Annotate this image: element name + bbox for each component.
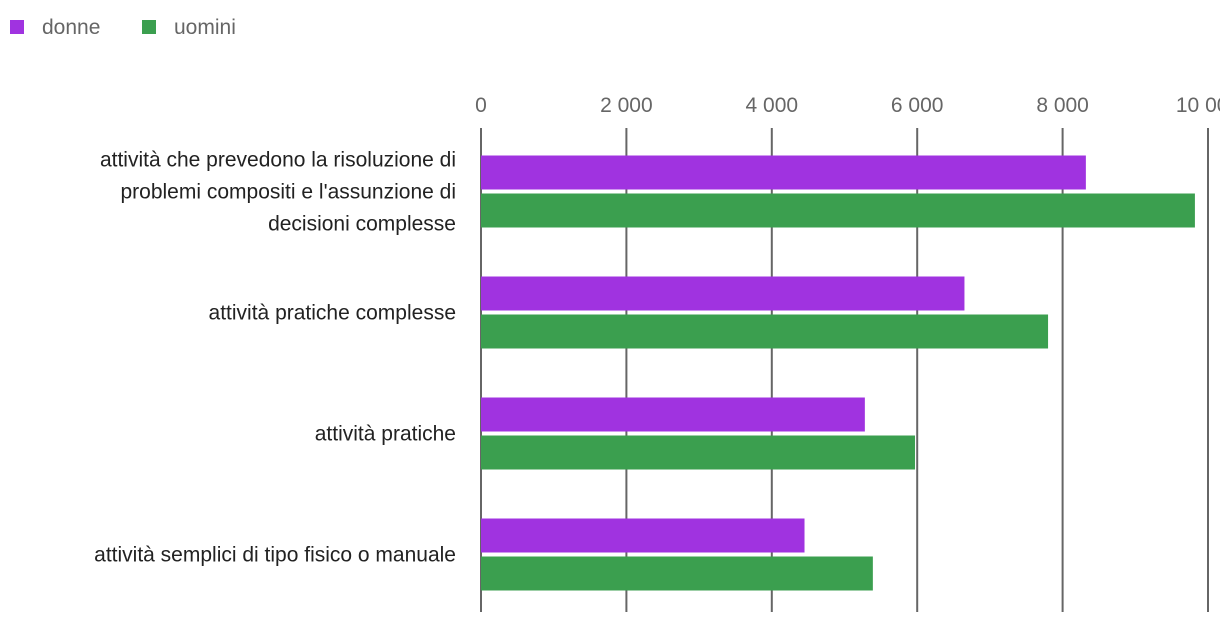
x-tick-label: 2 000	[600, 94, 653, 117]
legend-swatch	[10, 20, 24, 34]
x-axis-ticks: 0 2 000 4 000 6 000 8 000 10 000	[475, 94, 1220, 117]
category-label-line: problemi compositi e l'assunzione di	[120, 181, 456, 204]
x-tick-label: 8 000	[1036, 94, 1089, 117]
bars	[481, 155, 1195, 591]
category-labels: attività che prevedono la risoluzione di…	[94, 149, 456, 567]
legend-label: donne	[42, 16, 100, 39]
category-label-line: attività che prevedono la risoluzione di	[100, 149, 456, 172]
category-label-line: attività pratiche	[315, 423, 456, 446]
category-label-line: attività pratiche complesse	[209, 302, 456, 325]
category-label: attività semplici di tipo fisico o manua…	[94, 544, 456, 567]
bar-uomini	[481, 193, 1195, 228]
x-tick-label: 0	[475, 94, 487, 117]
bar-donne	[481, 397, 865, 432]
bar-donne	[481, 276, 965, 311]
legend: donne uomini	[10, 16, 236, 39]
legend-swatch	[142, 20, 156, 34]
category-label-line: attività semplici di tipo fisico o manua…	[94, 544, 456, 567]
category-label-line: decisioni complesse	[268, 213, 456, 236]
legend-item-uomini: uomini	[142, 16, 236, 39]
category-label: attività pratiche	[315, 423, 456, 446]
bar-uomini	[481, 556, 873, 591]
legend-label: uomini	[174, 16, 236, 39]
category-label: attività pratiche complesse	[209, 302, 456, 325]
x-tick-label: 4 000	[746, 94, 799, 117]
category-label: attività che prevedono la risoluzione di…	[100, 149, 456, 236]
bar-donne	[481, 155, 1086, 190]
x-tick-label: 10 000	[1176, 94, 1220, 117]
bar-donne	[481, 518, 805, 553]
legend-item-donne: donne	[10, 16, 100, 39]
bar-uomini	[481, 435, 916, 470]
bar-uomini	[481, 314, 1049, 349]
x-tick-label: 6 000	[891, 94, 944, 117]
